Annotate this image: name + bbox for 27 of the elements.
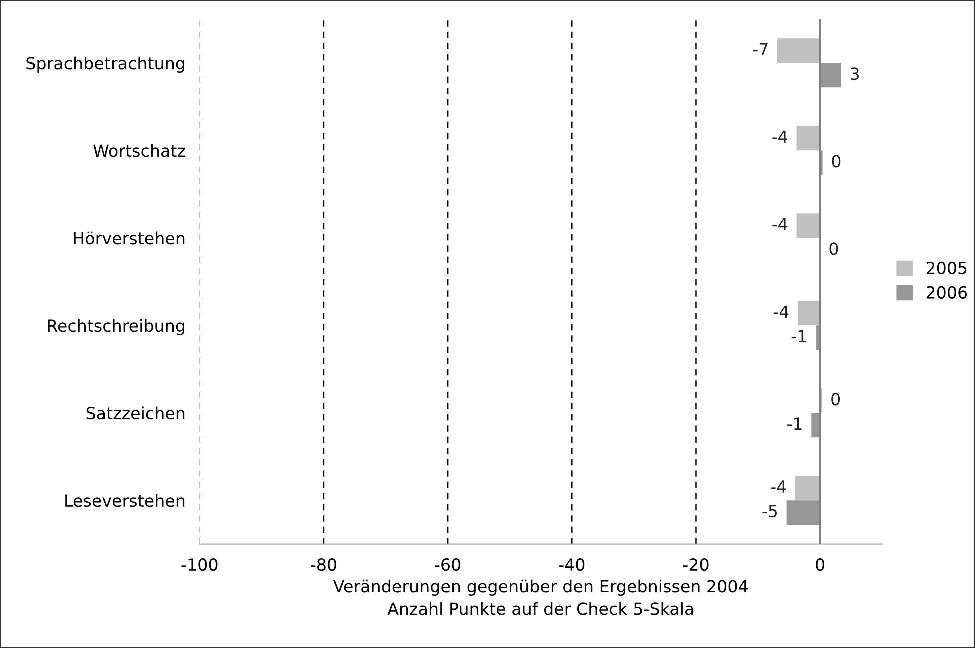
y-tick-label: Leseverstehen xyxy=(66,494,185,508)
x-tick-label: 0 xyxy=(816,558,825,572)
x-tick-label: -40 xyxy=(559,558,585,572)
x-tick-label: -80 xyxy=(311,558,336,572)
data-label: -7 xyxy=(753,43,768,56)
x-axis-title: Veränderungen gegenüber den Ergebnissen 2004 Anzahl Punkte auf der Check 5-Skala xyxy=(333,580,748,616)
y-tick-label: Hörverstehen xyxy=(74,232,185,245)
data-label: 0 xyxy=(832,155,841,168)
data-label: -5 xyxy=(762,505,778,518)
data-label: -4 xyxy=(772,130,788,144)
legend-label: 2006 xyxy=(926,286,968,299)
y-tick-label: Rechtschreibung xyxy=(48,319,184,336)
data-label: -4 xyxy=(772,218,788,230)
legend-label: 2005 xyxy=(926,262,967,274)
data-label: 0 xyxy=(832,393,840,406)
data-label: -1 xyxy=(788,418,802,430)
y-tick-label: Wortschatz xyxy=(94,144,186,158)
data-label: -4 xyxy=(771,480,786,493)
x-tick-label: -20 xyxy=(683,558,709,572)
x-tick-label: -100 xyxy=(182,558,218,572)
data-label: 0 xyxy=(830,242,838,256)
y-tick-label: Satzzeichen xyxy=(86,406,185,420)
y-tick-label: Sprachbetrachtung xyxy=(26,56,184,73)
x-tick-label: -60 xyxy=(435,558,461,572)
data-label: -4 xyxy=(774,306,789,318)
data-label: 3 xyxy=(851,68,860,80)
data-label: -1 xyxy=(792,330,806,342)
